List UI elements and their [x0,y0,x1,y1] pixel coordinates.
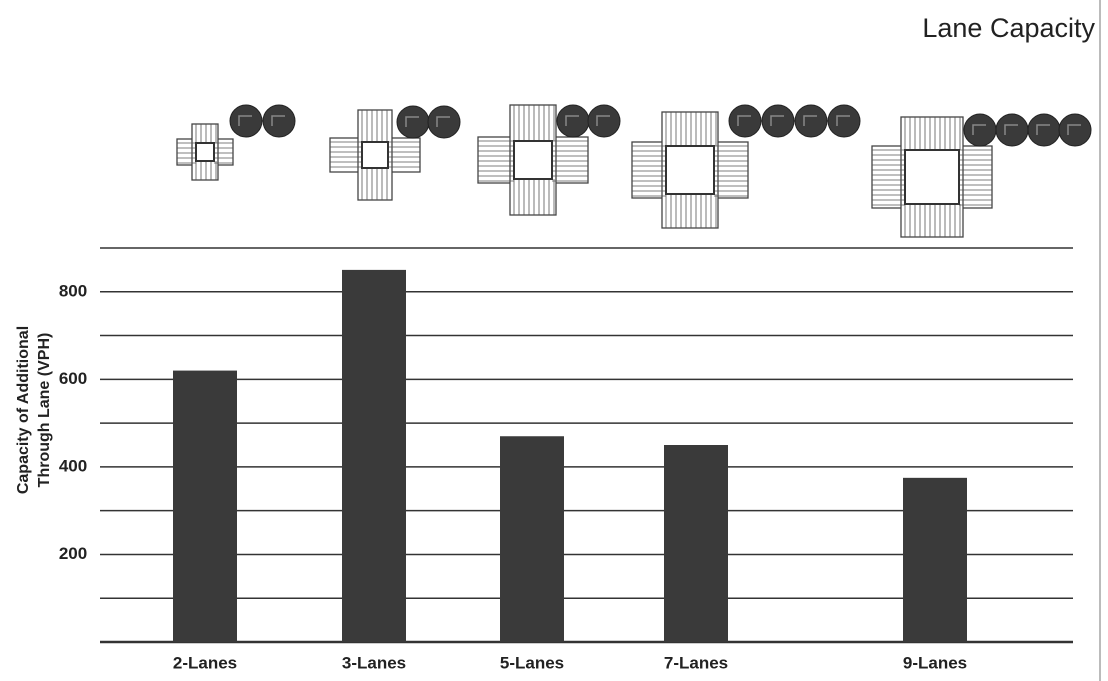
x-tick-label: 5-Lanes [500,653,564,672]
intersection-box [513,140,553,180]
y-axis-label: Capacity of Additional Through Lane (VPH… [15,326,53,494]
y-axis-label-line: Through Lane (VPH) [36,333,53,488]
signal-phase [427,105,461,139]
signal-phase [396,105,430,139]
intersection-icon [477,104,621,216]
signal-phase [587,104,621,138]
bar [500,436,564,642]
bar [342,269,406,642]
phase-arrow [405,116,419,127]
intersection-icon [631,104,861,229]
x-tick-label: 7-Lanes [664,653,728,672]
intersection-icon [176,104,296,181]
y-tick-label: 200 [59,544,87,563]
phase-arrow [972,124,986,135]
phase-arrow [1004,124,1018,135]
phase-arrow [770,115,784,126]
phase-arrow [271,115,285,126]
x-tick-label: 3-Lanes [342,653,406,672]
x-tick-label: 2-Lanes [173,653,237,672]
intersection-box [361,141,389,169]
bar [664,445,728,642]
phase-arrow [1067,124,1081,135]
chart-title: Lane Capacity [922,13,1095,43]
signal-phase [1027,113,1061,147]
phase-arrow [803,115,817,126]
y-tick-label: 800 [59,281,87,300]
signal-phase [761,104,795,138]
signal-phase [963,113,997,147]
signal-phase [728,104,762,138]
intersection-box [665,145,715,195]
signal-phase [1058,113,1092,147]
intersection-icon [329,105,461,201]
intersection-box [195,142,215,162]
signal-phase [995,113,1029,147]
signal-phase [229,104,263,138]
x-tick-label: 9-Lanes [903,653,967,672]
phase-arrow [565,115,579,126]
intersection-box [904,149,960,205]
y-axis-label-line: Capacity of Additional [15,326,32,494]
signal-phase [827,104,861,138]
signal-phase [556,104,590,138]
y-tick-label: 600 [59,369,87,388]
phase-arrow [1036,124,1050,135]
phase-arrow [238,115,252,126]
signal-phase [794,104,828,138]
bar [173,370,237,642]
signal-phase [262,104,296,138]
intersection-icon [871,113,1092,238]
y-tick-label: 400 [59,456,87,475]
bar [903,477,967,642]
phase-arrow [836,115,850,126]
phase-arrow [596,115,610,126]
phase-arrow [737,115,751,126]
phase-arrow [436,116,450,127]
